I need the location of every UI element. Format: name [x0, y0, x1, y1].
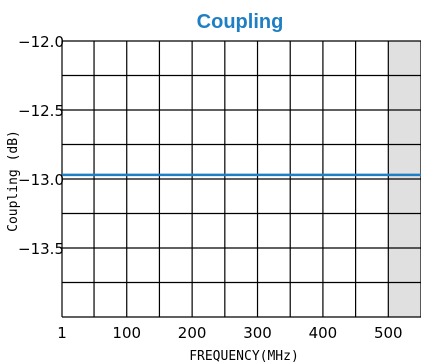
x-axis-label: FREQUENCY(MHz)	[189, 349, 299, 363]
y-tick-label-0: −12.0	[18, 33, 64, 51]
y-tick-labels: −12.0 −12.5 −13.0 −13.5	[18, 33, 64, 258]
y-axis-label: Coupling (dB)	[6, 130, 21, 232]
y-tick-label-1: −12.5	[18, 102, 64, 120]
y-tick-label-3: −13.5	[18, 240, 64, 258]
x-tick-label-3: 300	[243, 324, 272, 342]
chart-title: Coupling	[197, 11, 284, 33]
x-tick-label-0: 1	[57, 324, 67, 342]
x-tick-labels: 1 100 200 300 400 500	[57, 324, 402, 342]
y-tick-label-2: −13.0	[18, 171, 64, 189]
x-tick-label-4: 400	[309, 324, 338, 342]
x-tick-label-5: 500	[374, 324, 403, 342]
x-tick-label-1: 100	[112, 324, 141, 342]
grid-layer	[61, 40, 421, 318]
x-tick-label-2: 200	[178, 324, 207, 342]
